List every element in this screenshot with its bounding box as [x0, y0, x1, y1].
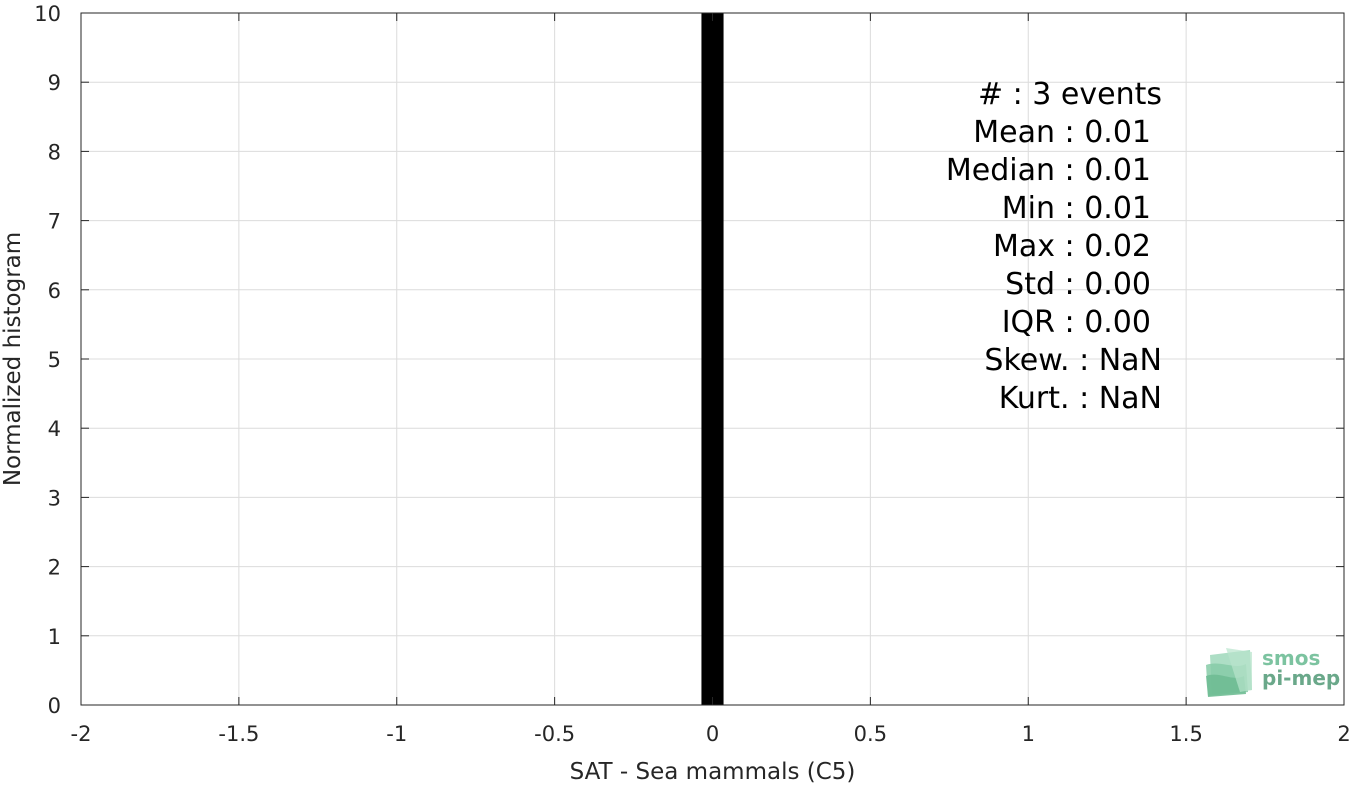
y-tick-label: 5 [48, 348, 61, 372]
x-tick-label: -1.5 [218, 722, 259, 746]
stats-line: IQR : 0.00 [1002, 305, 1151, 340]
bar-series [701, 13, 724, 705]
stats-line: # : 3 events [978, 77, 1162, 112]
x-tick-label: -2 [71, 722, 92, 746]
y-tick-label: 8 [48, 140, 61, 164]
y-tick-label: 9 [48, 71, 61, 95]
y-axis-label: Normalized histogram [0, 232, 26, 486]
x-tick-label: 0.5 [854, 722, 887, 746]
x-tick-label: 1 [1022, 722, 1035, 746]
axis-ticks: -2 -1.5 -1 -0.5 0 0.5 1 1.5 2 0 1 2 3 4 5 6 7 8 9 10 [34, 2, 1350, 746]
logo-waves-icon [1206, 648, 1252, 697]
x-tick-label: 2 [1337, 722, 1350, 746]
stats-line: Kurt. : NaN [999, 381, 1162, 416]
x-axis-label: SAT - Sea mammals (C5) [570, 759, 856, 784]
y-tick-label: 10 [34, 2, 61, 26]
y-tick-label: 3 [48, 486, 61, 510]
x-tick-label: 1.5 [1169, 722, 1202, 746]
y-tick-label: 2 [48, 556, 61, 580]
stats-line: Skew. : NaN [984, 343, 1162, 378]
stats-line: Median : 0.01 [946, 153, 1151, 188]
y-tick-label: 7 [48, 210, 61, 234]
stats-line: Min : 0.01 [1002, 191, 1151, 226]
histogram-bar [701, 13, 724, 705]
y-tick-label: 1 [48, 625, 61, 649]
logo-text-bottom: pi-mep [1262, 666, 1340, 690]
stats-line: Mean : 0.01 [973, 115, 1151, 150]
y-tick-label: 0 [48, 694, 61, 718]
x-tick-label: 0 [706, 722, 719, 746]
x-tick-label: -1 [386, 722, 407, 746]
stats-line: Max : 0.02 [993, 229, 1151, 264]
y-tick-label: 6 [48, 279, 61, 303]
smos-pi-mep-logo: smos pi-mep [1206, 646, 1340, 697]
stats-line: Std : 0.00 [1005, 267, 1151, 302]
logo-text-top: smos [1262, 646, 1320, 670]
x-tick-label: -0.5 [534, 722, 575, 746]
y-tick-label: 4 [48, 417, 61, 441]
